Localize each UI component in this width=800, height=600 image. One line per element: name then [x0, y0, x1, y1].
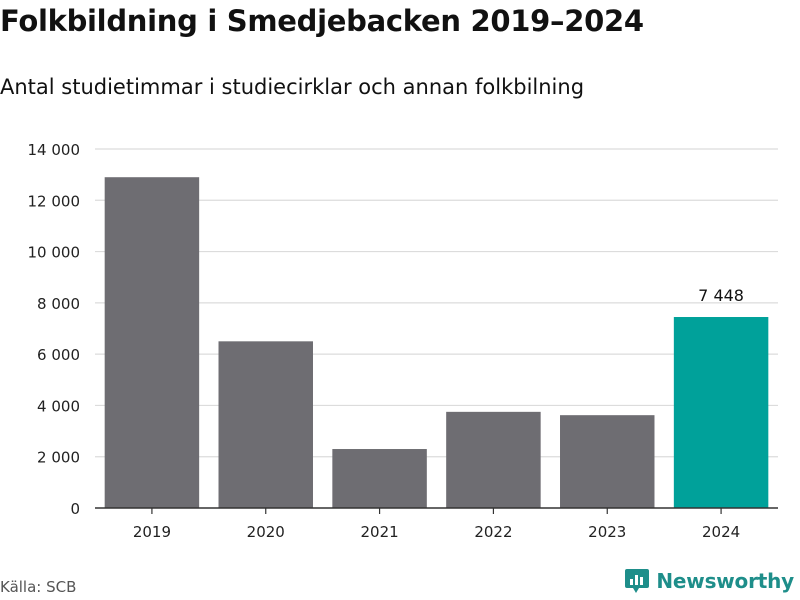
chart-subtitle: Antal studietimmar i studiecirklar och a… — [0, 75, 585, 99]
x-tick-label: 2023 — [588, 523, 626, 541]
x-axis-ticks: 2019 2020 2021 2022 2023 2024 — [133, 508, 740, 541]
y-tick-label: 0 — [70, 500, 80, 518]
bar — [218, 341, 313, 508]
source-note: Källa: SCB — [0, 578, 77, 596]
bar — [104, 177, 200, 508]
x-tick-label: 2021 — [360, 523, 398, 541]
brand-logo[interactable]: Newsworthy — [624, 567, 794, 595]
y-tick-label: 2 000 — [37, 449, 80, 467]
x-tick-label: 2020 — [247, 523, 285, 541]
bar — [560, 415, 655, 508]
bar — [446, 411, 541, 508]
y-tick-label: 6 000 — [37, 346, 80, 364]
x-tick-label: 2024 — [702, 523, 740, 541]
y-tick-label: 14 000 — [28, 141, 81, 159]
gridlines — [95, 148, 778, 458]
x-tick-label: 2022 — [474, 523, 512, 541]
bars — [104, 177, 769, 508]
bar — [332, 449, 427, 508]
newsworthy-logo-icon — [625, 569, 650, 593]
chart-title: Folkbildning i Smedjebacken 2019–2024 — [0, 4, 644, 38]
y-tick-label: 10 000 — [28, 244, 81, 262]
y-tick-label: 4 000 — [37, 397, 80, 415]
brand-name: Newsworthy — [656, 569, 794, 593]
data-labels: 7 448 — [698, 286, 744, 305]
y-tick-label: 8 000 — [37, 295, 80, 313]
bar — [673, 317, 769, 508]
y-tick-label: 12 000 — [28, 192, 81, 210]
data-label: 7 448 — [698, 286, 744, 305]
x-tick-label: 2019 — [133, 523, 171, 541]
y-axis-ticks: 0 2 000 4 000 6 000 8 000 10 000 12 000 14 000 — [28, 141, 81, 518]
